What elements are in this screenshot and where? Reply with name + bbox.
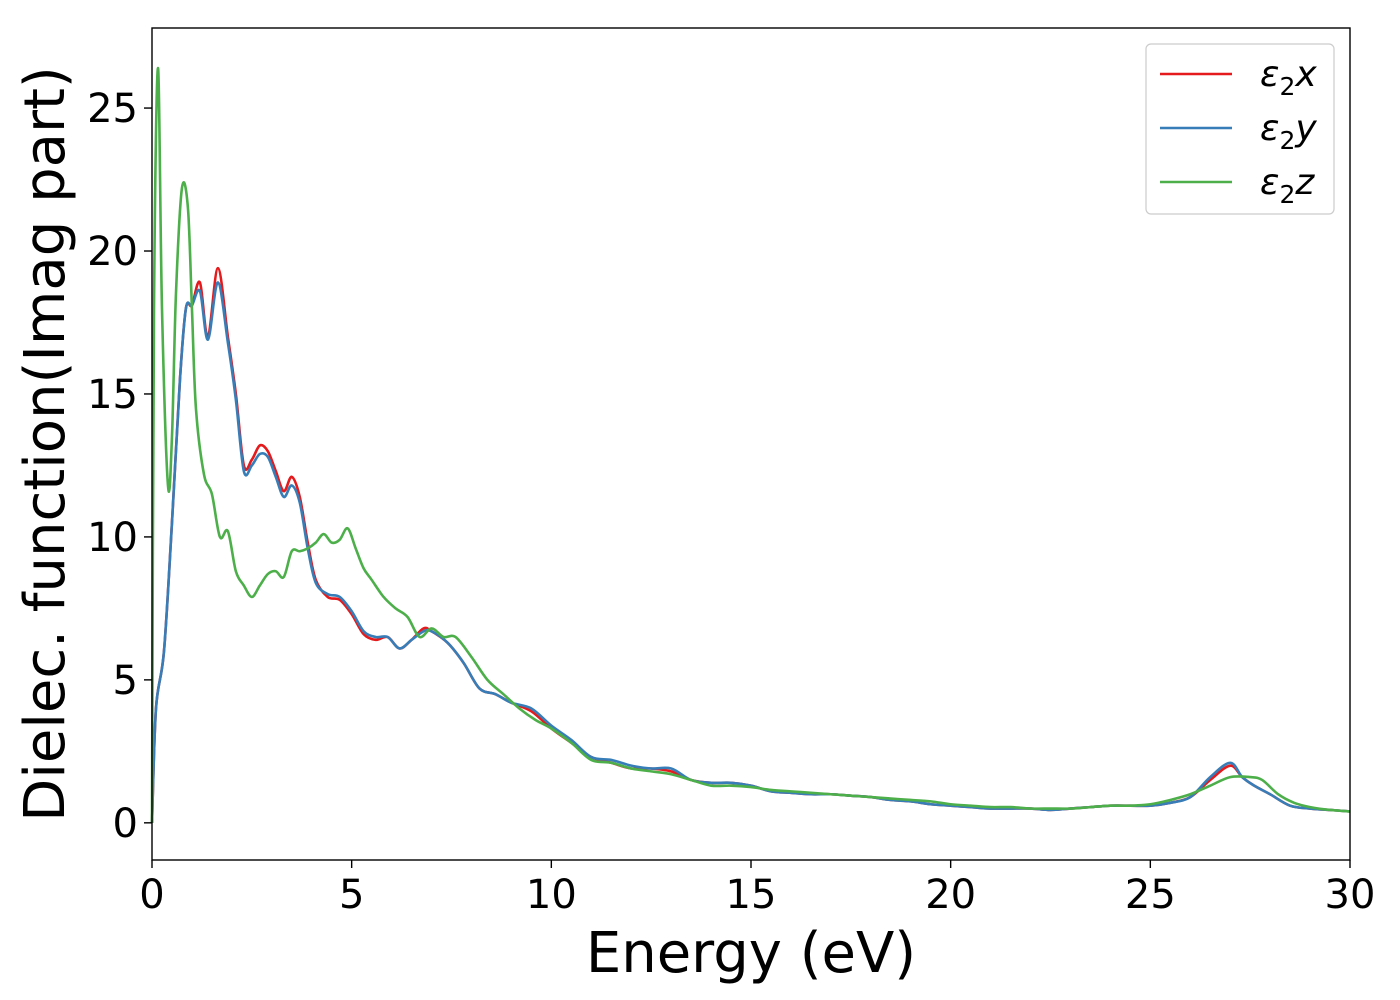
- y-axis-title: Dielec. function(Imag part): [13, 66, 78, 822]
- x-tick-label: 30: [1325, 872, 1376, 918]
- x-tick-label: 15: [726, 872, 777, 918]
- legend-label: ε2y: [1260, 108, 1317, 155]
- y-tick-label: 25: [87, 86, 138, 132]
- y-tick-label: 0: [113, 801, 138, 847]
- legend-label: ε2z: [1260, 162, 1315, 209]
- series-layer: [150, 66, 1351, 823]
- x-tick-label: 20: [925, 872, 976, 918]
- ticks-layer: 0 5 10 15 20 25 30 0 5 10 15 20 25: [87, 86, 1375, 918]
- legend-label: ε2x: [1260, 54, 1317, 101]
- y-tick-label: 20: [87, 229, 138, 275]
- x-tick-label: 10: [526, 872, 577, 918]
- x-tick-label: 5: [339, 872, 364, 918]
- series-line-1: [150, 266, 1351, 823]
- x-tick-label: 0: [139, 872, 164, 918]
- y-tick-label: 15: [87, 372, 138, 418]
- legend-box: [1145, 43, 1335, 215]
- y-tick-label: 5: [113, 658, 138, 704]
- series-line-2: [150, 281, 1351, 823]
- x-tick-label: 25: [1125, 872, 1176, 918]
- series-line-3: [150, 66, 1351, 823]
- x-axis-title: Energy (eV): [586, 921, 916, 986]
- y-tick-label: 10: [87, 515, 138, 561]
- legend: ε2x ε2y ε2z: [1145, 43, 1335, 215]
